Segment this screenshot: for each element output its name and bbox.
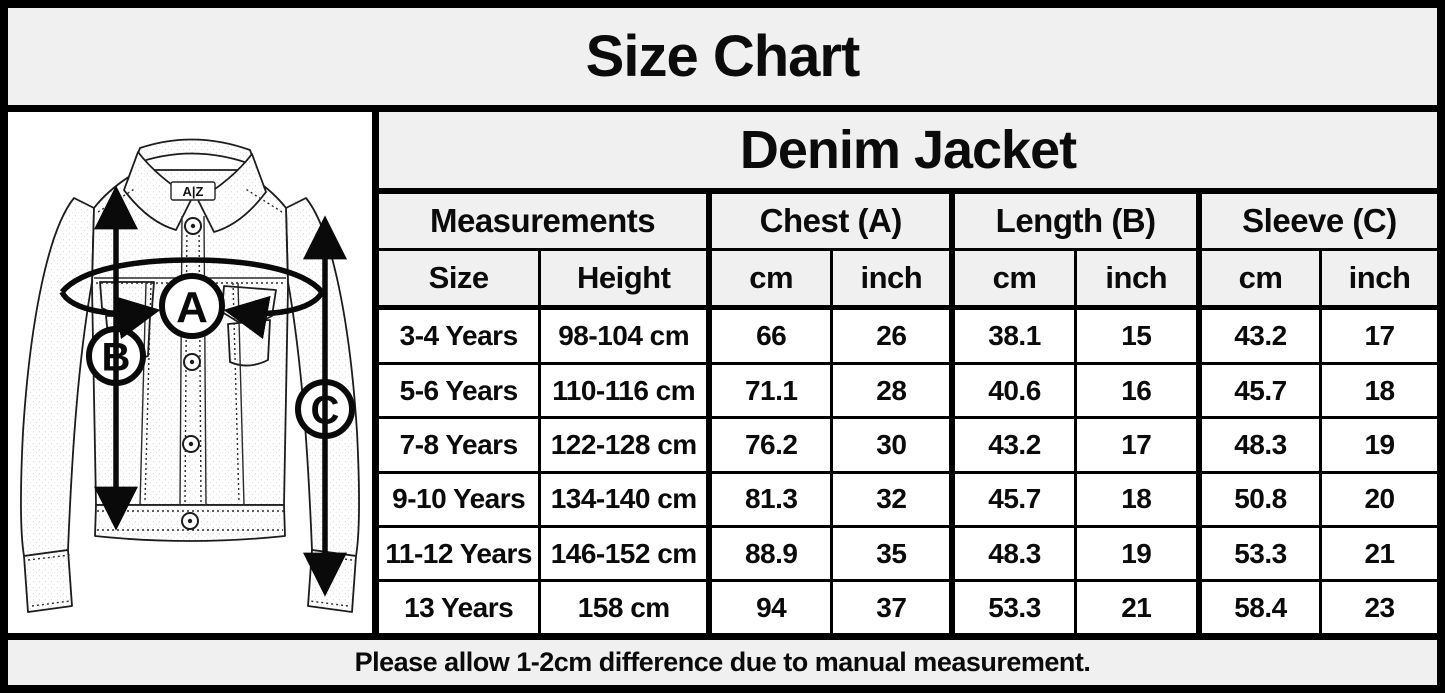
cell-size: 9-10 Years [379, 470, 542, 529]
cell-height: 146-152 cm [538, 525, 711, 583]
cell-chest-cm: 76.2 [706, 416, 834, 474]
table-row: 5-6 Years 110-116 cm 71.1 28 40.6 16 45.… [379, 361, 1437, 420]
header-size: Size [379, 248, 542, 310]
cell-sleeve-inch: 18 [1319, 361, 1437, 420]
table-row: 13 Years 158 cm 94 37 53.3 21 58.4 23 [379, 579, 1437, 633]
sleeve-measure-arrow: C [295, 215, 355, 597]
cell-sleeve-cm: 48.3 [1195, 416, 1323, 474]
brand-label: A|Z [170, 181, 216, 201]
cell-sleeve-cm: 58.4 [1195, 579, 1323, 633]
sub-header-row: Size Height cm inch cm inch cm inch [379, 248, 1437, 310]
cell-sleeve-cm: 50.8 [1195, 470, 1323, 529]
cell-length-cm: 38.1 [949, 306, 1077, 365]
header-length-inch: inch [1073, 248, 1201, 310]
cell-chest-cm: 66 [706, 306, 834, 365]
cell-size: 13 Years [379, 579, 542, 633]
header-height: Height [538, 248, 711, 310]
cell-size: 11-12 Years [379, 525, 542, 583]
cell-chest-cm: 88.9 [706, 525, 834, 583]
label-b: B [102, 335, 131, 379]
main-area: A|Z B C [8, 112, 1437, 633]
col-group-sleeve: Sleeve (C) [1195, 189, 1437, 251]
cell-sleeve-cm: 45.7 [1195, 361, 1323, 420]
header-chest-cm: cm [706, 248, 834, 310]
brand-label-text: A|Z [183, 184, 204, 199]
size-table-panel: Denim Jacket Measurements Chest (A) Leng… [379, 112, 1437, 633]
header-chest-inch: inch [830, 248, 954, 310]
page-title: Size Chart [8, 8, 1437, 112]
table-row: 7-8 Years 122-128 cm 76.2 30 43.2 17 48.… [379, 416, 1437, 474]
cell-length-cm: 43.2 [949, 416, 1077, 474]
cell-chest-cm: 71.1 [706, 361, 834, 420]
cell-height: 122-128 cm [538, 416, 711, 474]
header-sleeve-cm: cm [1195, 248, 1323, 310]
table-row: 3-4 Years 98-104 cm 66 26 38.1 15 43.2 1… [379, 306, 1437, 365]
table-title-row: Denim Jacket [379, 112, 1437, 194]
cell-size: 5-6 Years [379, 361, 542, 420]
cell-chest-inch: 32 [830, 470, 954, 529]
table-row: 9-10 Years 134-140 cm 81.3 32 45.7 18 50… [379, 470, 1437, 529]
jacket-buttons [122, 217, 253, 530]
footer-note-text: Please allow 1-2cm difference due to man… [354, 647, 1091, 677]
denim-jacket-sketch: A|Z B C [19, 138, 361, 613]
cell-height: 98-104 cm [538, 306, 711, 365]
cell-chest-inch: 35 [830, 525, 954, 583]
cell-length-inch: 18 [1073, 470, 1201, 529]
cell-length-inch: 15 [1073, 306, 1201, 365]
cell-chest-inch: 37 [830, 579, 954, 633]
size-table: Denim Jacket Measurements Chest (A) Leng… [379, 112, 1437, 633]
cell-chest-cm: 81.3 [706, 470, 834, 529]
chest-measure-arrow: A [59, 257, 325, 340]
cell-height: 110-116 cm [538, 361, 711, 420]
cell-chest-inch: 30 [830, 416, 954, 474]
cell-size: 3-4 Years [379, 306, 542, 365]
cell-sleeve-inch: 17 [1319, 306, 1437, 365]
cell-height: 134-140 cm [538, 470, 711, 529]
cell-chest-cm: 94 [706, 579, 834, 633]
jacket-outline [19, 138, 361, 613]
cell-sleeve-cm: 53.3 [1195, 525, 1323, 583]
label-c: C [311, 388, 340, 432]
header-length-cm: cm [949, 248, 1077, 310]
column-group-header-row: Measurements Chest (A) Length (B) Sleeve… [379, 189, 1437, 251]
jacket-diagram-panel: A|Z B C [8, 112, 379, 633]
cell-length-inch: 16 [1073, 361, 1201, 420]
cell-length-cm: 53.3 [949, 579, 1077, 633]
cell-length-cm: 45.7 [949, 470, 1077, 529]
label-a: A [176, 283, 208, 332]
cell-sleeve-inch: 19 [1319, 416, 1437, 474]
table-title: Denim Jacket [379, 112, 1437, 194]
footer-note: Please allow 1-2cm difference due to man… [8, 633, 1437, 685]
cell-chest-inch: 28 [830, 361, 954, 420]
page-title-text: Size Chart [585, 24, 861, 89]
col-group-chest: Chest (A) [706, 189, 954, 251]
cell-length-inch: 17 [1073, 416, 1201, 474]
cell-sleeve-inch: 21 [1319, 525, 1437, 583]
cell-size: 7-8 Years [379, 416, 542, 474]
cell-chest-inch: 26 [830, 306, 954, 365]
cell-sleeve-inch: 23 [1319, 579, 1437, 633]
col-group-length: Length (B) [949, 189, 1201, 251]
cell-length-inch: 21 [1073, 579, 1201, 633]
cell-length-inch: 19 [1073, 525, 1201, 583]
cell-sleeve-inch: 20 [1319, 470, 1437, 529]
cell-length-cm: 40.6 [949, 361, 1077, 420]
header-sleeve-inch: inch [1319, 248, 1437, 310]
col-group-measurements: Measurements [379, 189, 711, 251]
table-row: 11-12 Years 146-152 cm 88.9 35 48.3 19 5… [379, 525, 1437, 583]
cell-sleeve-cm: 43.2 [1195, 306, 1323, 365]
cell-height: 158 cm [538, 579, 711, 633]
length-measure-arrow: B [86, 185, 146, 531]
cell-length-cm: 48.3 [949, 525, 1077, 583]
